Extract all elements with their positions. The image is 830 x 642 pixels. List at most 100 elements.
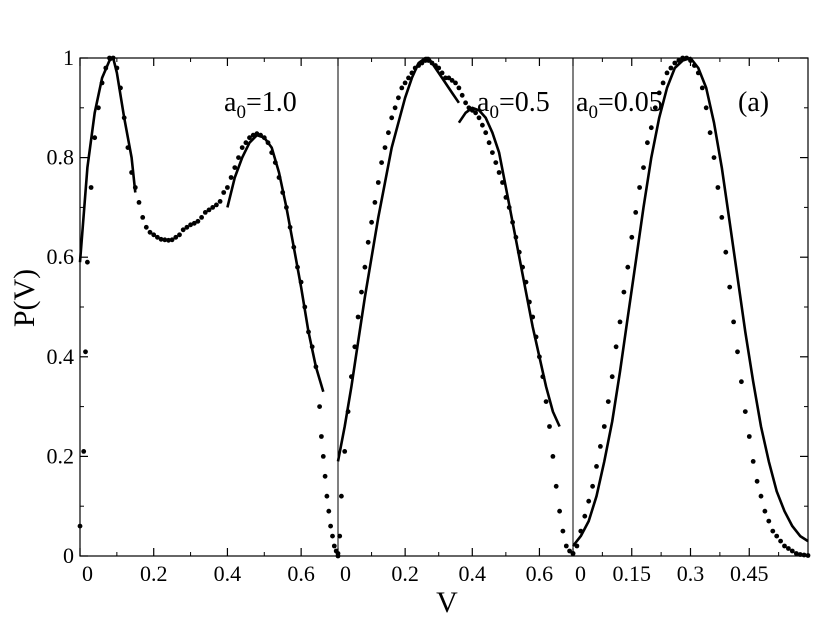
data-point [313,364,319,370]
data-point [228,175,234,180]
data-point [684,55,689,61]
data-point [280,190,286,195]
x-tick-label: 0.2 [391,561,419,586]
data-point [711,155,717,161]
panel-label: (a) [738,87,769,118]
data-point [598,444,603,449]
data-point [506,205,512,210]
data-point [217,199,223,204]
data-point [369,219,374,225]
data-point [83,349,88,355]
data-point [375,180,381,185]
data-point [322,473,328,479]
data-point [416,63,421,68]
data-point [107,55,112,61]
data-point [656,90,662,96]
data-point [147,229,153,235]
data-point [443,75,448,81]
data-point [206,207,212,213]
data-point [550,454,556,459]
data-point [302,304,308,310]
data-point [177,232,182,238]
data-point [746,434,752,439]
data-point [169,237,175,243]
data-point [570,551,576,556]
data-point [195,218,201,224]
data-point [330,533,335,539]
data-point [801,552,807,558]
data-point [439,70,445,76]
theory-curve [571,56,809,547]
data-point [543,399,549,404]
data-point [778,538,783,544]
data-point [402,80,408,86]
data-point [276,175,282,180]
data-point [129,170,135,175]
data-point [317,404,322,409]
data-point [382,145,388,151]
data-point [342,449,348,454]
data-point [436,65,442,71]
data-point [707,130,713,136]
data-point [762,508,768,514]
data-point [180,227,186,233]
data-point [652,105,658,111]
data-point [81,449,87,454]
data-point [359,289,364,295]
data-point [85,259,90,265]
data-point [250,132,256,138]
data-point [320,454,326,459]
x-tick-label: 0.3 [677,561,705,586]
data-point [503,195,509,200]
data-point [797,552,803,557]
y-tick-label: 0 [63,543,74,568]
data-point [272,160,278,166]
data-point [754,478,760,484]
data-point [641,165,646,171]
data-point [166,237,171,243]
data-point [225,185,230,190]
panel-annotation: a0=0.5 [477,87,550,123]
x-axis-title: V [436,586,458,619]
data-point [510,219,515,225]
data-point [533,334,539,340]
data-point [557,508,562,514]
data-point [520,264,525,270]
x-tick-label: 0.45 [730,561,769,586]
data-point [386,130,391,136]
data-point [629,234,635,240]
data-point [723,249,729,255]
data-point [114,65,120,71]
data-point [298,279,304,285]
data-point [77,523,83,529]
data-point [339,493,344,499]
data-point [291,244,297,250]
data-point [750,459,756,464]
data-point [742,409,748,414]
data-point [476,115,482,121]
data-point [530,314,536,320]
data-point [243,140,249,146]
data-point [621,289,627,295]
data-point [578,528,584,534]
data-point [355,314,361,320]
data-point [695,70,701,76]
data-point [466,105,472,111]
data-point [786,546,791,551]
data-point [766,518,772,524]
data-point [537,354,542,360]
data-point [269,150,275,156]
theory-curve [336,56,460,462]
data-point [136,200,142,205]
data-point [284,205,289,210]
data-point [99,80,105,86]
data-point [731,319,736,325]
data-point [151,232,157,238]
data-point [324,493,330,499]
data-point [456,85,462,91]
data-point [563,543,569,549]
x-tick-label: 0.2 [140,561,168,586]
panel-annotation: a0=0.05 [576,87,663,123]
plot-area: 0 0.2 0.4 0.6 0.8 1 0 0.2 0.4 0.6 a0=1.0 0 0.2 0.4 0.6… [47,45,811,586]
data-point [287,224,293,230]
